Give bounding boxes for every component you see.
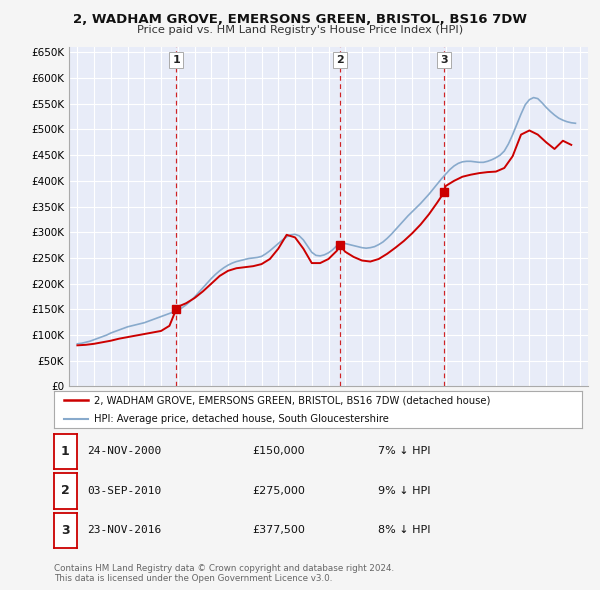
- Text: 1: 1: [61, 445, 70, 458]
- Text: 03-SEP-2010: 03-SEP-2010: [88, 486, 162, 496]
- Text: 2: 2: [61, 484, 70, 497]
- Text: Contains HM Land Registry data © Crown copyright and database right 2024.
This d: Contains HM Land Registry data © Crown c…: [54, 563, 394, 583]
- Text: 7% ↓ HPI: 7% ↓ HPI: [378, 447, 431, 456]
- Text: 23-NOV-2016: 23-NOV-2016: [88, 526, 162, 535]
- Text: HPI: Average price, detached house, South Gloucestershire: HPI: Average price, detached house, Sout…: [94, 414, 388, 424]
- Text: £275,000: £275,000: [252, 486, 305, 496]
- Text: 1: 1: [172, 55, 180, 65]
- Text: 24-NOV-2000: 24-NOV-2000: [88, 447, 162, 456]
- Text: 9% ↓ HPI: 9% ↓ HPI: [378, 486, 431, 496]
- Text: 3: 3: [440, 55, 448, 65]
- Text: 2, WADHAM GROVE, EMERSONS GREEN, BRISTOL, BS16 7DW (detached house): 2, WADHAM GROVE, EMERSONS GREEN, BRISTOL…: [94, 395, 490, 405]
- Text: £377,500: £377,500: [252, 526, 305, 535]
- Text: Price paid vs. HM Land Registry's House Price Index (HPI): Price paid vs. HM Land Registry's House …: [137, 25, 463, 35]
- Text: 2, WADHAM GROVE, EMERSONS GREEN, BRISTOL, BS16 7DW: 2, WADHAM GROVE, EMERSONS GREEN, BRISTOL…: [73, 13, 527, 26]
- Text: 3: 3: [61, 524, 70, 537]
- Text: £150,000: £150,000: [252, 447, 305, 456]
- Text: 8% ↓ HPI: 8% ↓ HPI: [378, 526, 431, 535]
- Text: 2: 2: [336, 55, 344, 65]
